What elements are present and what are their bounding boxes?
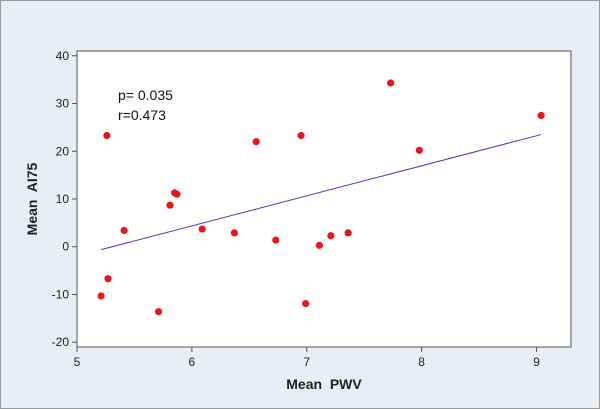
data-point <box>387 79 395 87</box>
data-point <box>272 236 280 244</box>
data-point <box>302 299 310 308</box>
x-axis: 5 6 7 8 9 <box>74 347 540 369</box>
data-point <box>327 232 335 240</box>
data-point <box>297 131 305 140</box>
x-tick-label: 8 <box>418 355 425 369</box>
data-point <box>166 201 174 209</box>
y-axis-title: Mean AI75 <box>24 162 40 235</box>
data-point <box>97 292 105 300</box>
y-tick-label: 40 <box>56 49 70 63</box>
plot-area <box>76 50 572 348</box>
data-point <box>198 225 206 233</box>
data-point <box>104 275 112 283</box>
y-tick-label: -10 <box>52 287 70 301</box>
y-tick-label: 10 <box>56 192 70 206</box>
p-value-annotation: p= 0.035 <box>118 87 173 103</box>
r-value-annotation: r=0.473 <box>118 107 166 123</box>
data-point <box>230 229 238 237</box>
x-axis-title: Mean PWV <box>286 376 362 392</box>
x-tick-label: 9 <box>533 355 540 369</box>
data-point <box>120 226 128 235</box>
x-tick-label: 6 <box>189 355 196 369</box>
data-point <box>344 229 352 237</box>
data-point <box>154 308 163 316</box>
data-point <box>103 131 111 140</box>
y-axis: -20 -10 0 10 20 30 40 <box>52 49 77 349</box>
data-point <box>252 138 260 146</box>
data-points <box>97 79 545 316</box>
data-point <box>537 111 545 120</box>
x-tick-label: 7 <box>303 355 310 369</box>
y-tick-label: 0 <box>62 240 69 254</box>
data-point <box>315 241 324 249</box>
y-tick-label: -20 <box>52 335 70 349</box>
y-tick-label: 20 <box>56 144 70 158</box>
data-point <box>173 190 181 198</box>
y-tick-label: 30 <box>56 97 70 111</box>
regression-line <box>100 134 542 251</box>
data-point <box>415 146 423 154</box>
x-tick-label: 5 <box>74 355 81 369</box>
